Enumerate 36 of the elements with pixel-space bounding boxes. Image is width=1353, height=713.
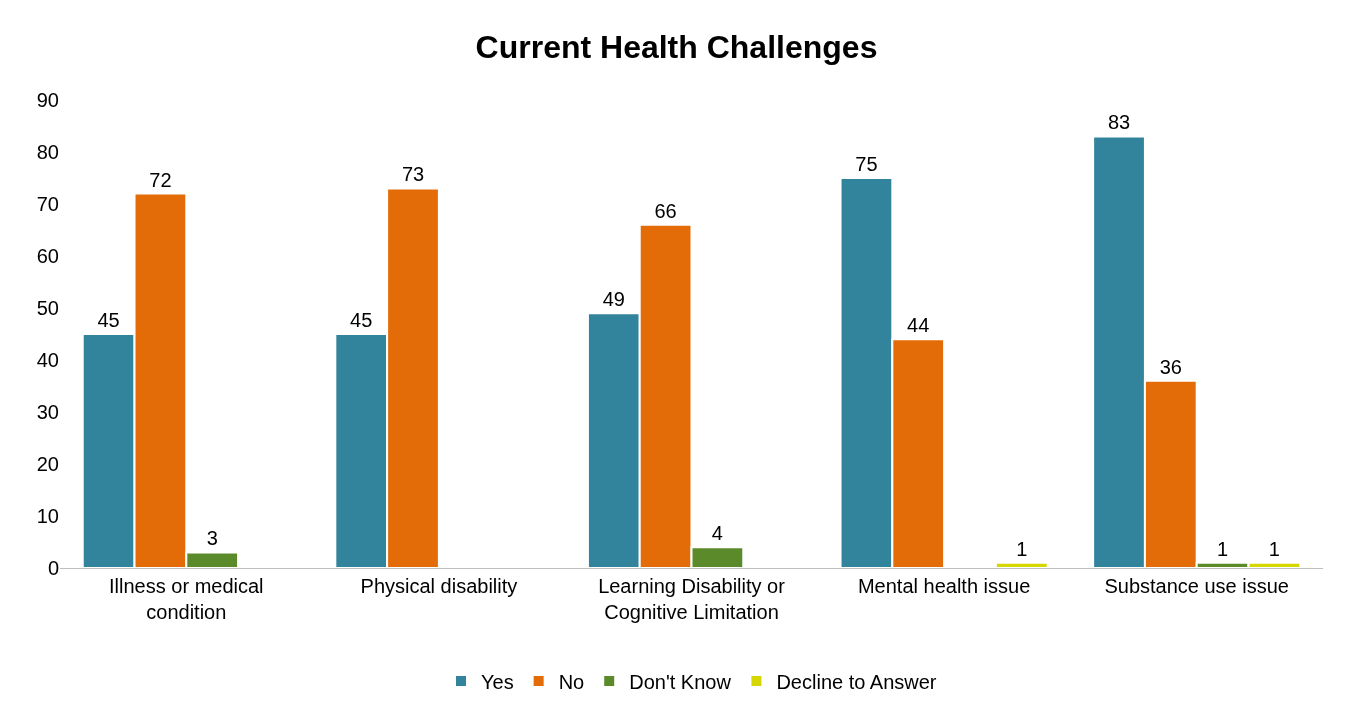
y-tick-label: 80 [36,141,59,163]
y-tick-label: 90 [36,89,59,111]
y-tick-label: 30 [36,401,59,423]
y-tick-label: 40 [36,349,59,371]
data-label: 3 [206,527,218,550]
legend-label: Decline to Answer [776,670,937,693]
y-tick-label: 70 [36,193,59,215]
y-tick-label: 10 [36,505,59,527]
y-tick-label: 20 [36,453,59,475]
y-tick-label: 0 [47,557,59,579]
data-label: 4 [711,522,723,545]
data-label: 66 [654,199,677,222]
data-label: 45 [350,309,373,331]
x-tick-label: Mental health issue [857,575,1031,597]
data-label: 49 [602,288,625,311]
data-label: 1 [1268,537,1280,560]
x-tick-label: Illness or medical condition [109,575,264,623]
x-tick-label: Physical disability [360,575,518,597]
bar [994,561,1049,568]
data-label: 36 [1159,355,1182,378]
data-label: 83 [1107,111,1131,134]
x-tick-label: Learning Disability or Cognitive Limitation [598,575,786,623]
data-label: 1 [1016,537,1028,560]
data-label: 45 [97,309,120,331]
legend-label: Don't Know [629,670,732,693]
data-label: 73 [401,163,425,186]
y-tick-label: 50 [36,297,59,319]
x-tick-label: Substance use issue [1104,575,1289,597]
legend-label: No [558,670,585,693]
y-tick-label: 60 [36,245,59,267]
data-label: 44 [907,314,930,337]
data-label: 75 [855,153,878,175]
chart-title: Current Health Challenges [475,29,878,66]
data-label: 1 [1217,537,1229,560]
data-label: 72 [149,168,172,191]
legend-label: Yes [481,670,514,693]
